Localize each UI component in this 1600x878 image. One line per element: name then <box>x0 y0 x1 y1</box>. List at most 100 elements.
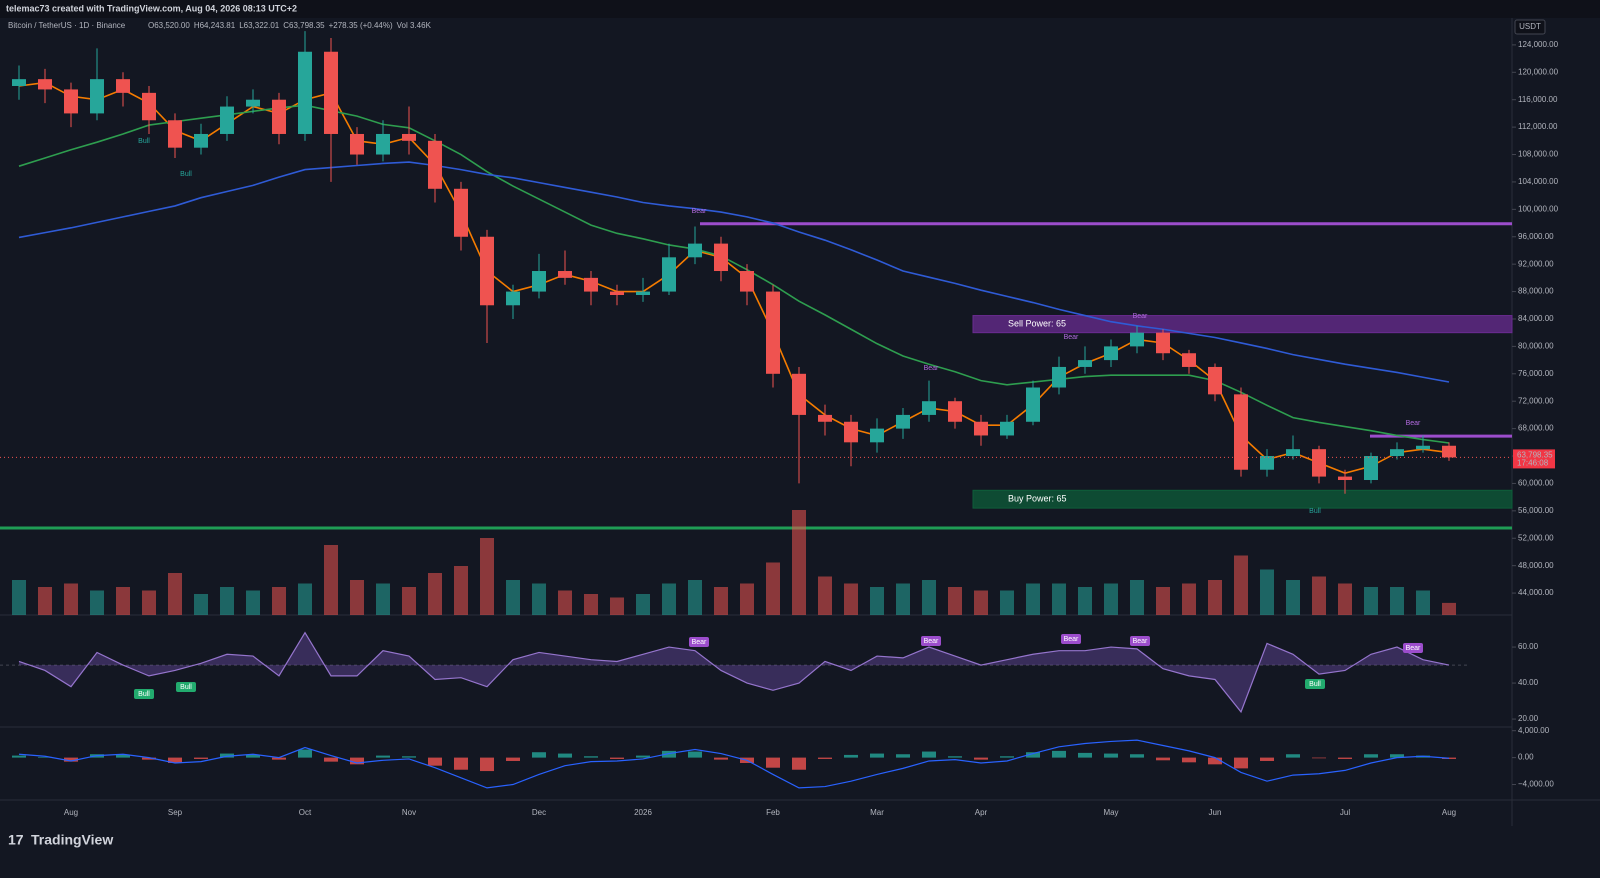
macd-histogram-bar <box>402 756 416 758</box>
volume-bar <box>1234 555 1248 615</box>
volume-bar <box>1442 602 1456 615</box>
volume-bar <box>896 583 910 615</box>
candle-body <box>662 257 676 292</box>
volume-bar <box>376 583 390 615</box>
candle-body <box>1052 366 1066 388</box>
volume-bar <box>1052 583 1066 615</box>
y-tick-label: 124,000.00 <box>1518 40 1559 49</box>
candle-body <box>1182 353 1196 367</box>
macd-histogram-bar <box>1208 757 1222 765</box>
zone <box>972 315 1513 334</box>
y-tick-label: 52,000.00 <box>1518 533 1554 542</box>
macd-histogram-bar <box>766 757 780 768</box>
candle-body <box>766 291 780 374</box>
signal-label: Bull <box>180 171 192 178</box>
macd-histogram-bar <box>922 751 936 758</box>
volume-bar <box>1104 583 1118 615</box>
ohlc-value: L63,322.01 <box>239 21 280 30</box>
candle-body <box>1364 456 1378 481</box>
signal-label: Bear <box>1133 313 1148 320</box>
signal-label: Bear <box>1406 420 1421 427</box>
y-tick-label: 0.00 <box>1518 753 1534 762</box>
candle-body <box>194 133 208 148</box>
volume-bar <box>506 580 520 615</box>
candle-body <box>1260 456 1274 470</box>
volume-bar <box>90 590 104 615</box>
x-tick-label: Aug <box>1442 808 1456 817</box>
volume-bar <box>558 590 572 615</box>
volume-bar <box>714 587 728 615</box>
signal-label: Bear <box>1133 638 1148 645</box>
macd-histogram-bar <box>1104 753 1118 758</box>
signal-label: Bull <box>138 138 150 145</box>
volume-bar <box>662 583 676 615</box>
macd-histogram-bar <box>350 757 364 765</box>
volume-bar <box>688 580 702 615</box>
ohlc-value: C63,798.35 <box>283 21 325 30</box>
volume-bar <box>142 590 156 615</box>
candle-body <box>740 271 754 292</box>
macd-histogram-bar <box>298 749 312 758</box>
x-tick-label: Jun <box>1209 808 1222 817</box>
macd-histogram-bar <box>896 754 910 758</box>
signal-label: Bull <box>1309 681 1321 688</box>
candle-body <box>324 51 338 134</box>
volume-bar <box>194 594 208 615</box>
macd-histogram-bar <box>1130 754 1144 758</box>
macd-histogram-bar <box>1156 757 1170 761</box>
macd-histogram-bar <box>558 753 572 758</box>
macd-histogram-bar <box>1026 752 1040 758</box>
macd-histogram-bar <box>792 757 806 770</box>
macd-histogram-bar <box>1182 757 1196 763</box>
y-tick-label: 68,000.00 <box>1518 424 1554 433</box>
candle-body <box>1312 449 1326 477</box>
signal-label: Bear <box>924 365 939 372</box>
macd-histogram-bar <box>1052 750 1066 758</box>
volume-bar <box>1390 587 1404 615</box>
macd-histogram-bar <box>376 755 390 758</box>
volume-bar <box>1156 587 1170 615</box>
macd-histogram-bar <box>688 751 702 758</box>
macd-histogram-bar <box>142 757 156 760</box>
candle-body <box>116 79 130 93</box>
volume-bar <box>246 590 260 615</box>
x-tick-label: Aug <box>64 808 78 817</box>
candle-body <box>1286 449 1300 457</box>
logo-mark: 17 <box>8 832 24 848</box>
ohlc-value: H64,243.81 <box>194 21 236 30</box>
signal-badge <box>689 637 709 647</box>
y-tick-label: 56,000.00 <box>1518 506 1554 515</box>
volume-bar <box>792 510 806 615</box>
candle-body <box>376 133 390 155</box>
last-price-tag <box>1513 449 1555 469</box>
candle-body <box>844 421 858 443</box>
x-tick-label: Oct <box>299 808 312 817</box>
currency: USDT <box>1519 22 1541 31</box>
candle-body <box>870 428 884 443</box>
macd-histogram-bar <box>116 754 130 758</box>
candle-body <box>584 277 598 292</box>
oscillator-line <box>18 631 1450 714</box>
volume-bar <box>38 587 52 615</box>
signal-label: Bear <box>1406 645 1421 652</box>
volume-bar <box>922 580 936 615</box>
volume-bar <box>532 583 546 615</box>
signal-badge <box>176 682 196 692</box>
macd-histogram-bar <box>272 757 286 760</box>
macd-histogram-bar <box>454 757 468 770</box>
volume-bar <box>584 594 598 615</box>
y-tick-label: 116,000.00 <box>1518 95 1558 104</box>
macd-histogram-bar <box>1234 757 1248 769</box>
y-tick-label: 72,000.00 <box>1518 396 1554 405</box>
zone-label: Sell Power: 65 <box>1008 318 1066 328</box>
volume-bar <box>974 590 988 615</box>
x-tick-label: Mar <box>870 808 884 817</box>
macd-histogram-bar <box>1000 756 1014 758</box>
volume-bar <box>428 573 442 615</box>
y-tick-label: 40.00 <box>1518 678 1539 687</box>
volume-bar <box>12 580 26 615</box>
y-tick-label: 20.00 <box>1518 714 1539 723</box>
logo: 17 TradingView <box>8 832 113 848</box>
